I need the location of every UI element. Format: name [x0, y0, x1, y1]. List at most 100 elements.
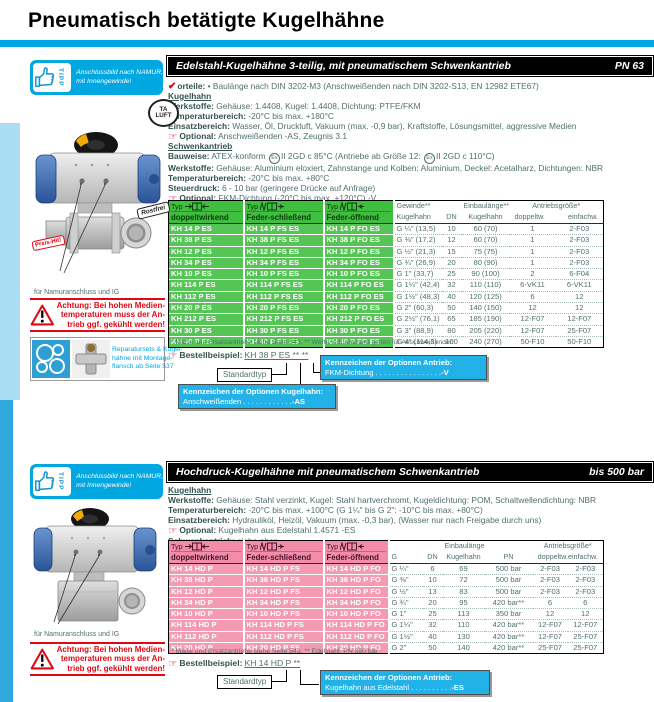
standard-type-box-1: Standardtyp [217, 368, 273, 382]
table-cell: KH 14 P ES [168, 223, 245, 236]
pointing-hand-icon: ☞ [168, 193, 177, 205]
table-row: KH 34 HD P KH 34 HD P FS KH 34 HD P FO G ¾"… [168, 597, 604, 610]
table-cell: 50 [422, 642, 443, 655]
table-cell: KH 38 P FO ES [323, 234, 395, 247]
table-row: KH 20 HD P KH 20 HD P FS KH 20 HD P FO G 2"… [168, 642, 604, 655]
table-cell: 69 [442, 563, 485, 576]
table-cell: KH 10 P ES [168, 268, 245, 281]
table-cell: 80 (90) [461, 257, 510, 270]
col-header-pn: PN [484, 540, 533, 564]
seal-kit-image [32, 340, 70, 378]
table-cell: 6 [567, 597, 604, 610]
table-cell: 83 [442, 586, 485, 598]
warning-triangle-icon [30, 648, 54, 670]
connector-line [300, 363, 301, 384]
table-cell: KH 12 P FS ES [243, 246, 325, 258]
table-cell: 1 [509, 246, 556, 258]
type-header-spring-close: Typ Feder-schließend [243, 200, 325, 224]
table-cell: 130 [442, 631, 485, 644]
table-cell: KH 14 HD P FS [243, 563, 325, 576]
warning-triangle-icon [30, 304, 54, 326]
type-header-spring-open: Typ Feder-öffnend [323, 200, 395, 224]
table-row: KH 30 P ES KH 30 P FS ES KH 30 P FO ES G 3"… [168, 325, 604, 337]
table-cell: 1 [509, 257, 556, 270]
table-cell: G ½" (21,3) [393, 246, 442, 258]
table-cell: 100 [441, 336, 462, 349]
table-cell: 2-F03 [532, 574, 568, 587]
table-cell: 25-F07 [532, 642, 568, 655]
table-cell: 40 [441, 291, 462, 304]
table-row: KH 212 P ES KH 212 P FS ES KH 212 P FO ES G… [168, 313, 604, 326]
table-cell: KH 34 P ES [168, 257, 245, 270]
table-cell: KH 114 HD P FS [243, 619, 325, 632]
connector-line [271, 670, 287, 682]
tipp-label: TIPP [57, 472, 64, 491]
table-cell: G ⅜" [388, 574, 423, 587]
table-cell: 240 (270) [461, 336, 510, 349]
table-row: KH 14 HD P KH 14 HD P FS KH 14 HD P FO G ¼"… [168, 563, 604, 576]
section1-description: ✔orteile: • Baulänge nach DIN 3202-M3 (A… [168, 81, 654, 205]
option-box-antrieb-2: Kennzeichen der Optionen Antrieb: Kugelh… [320, 670, 490, 696]
table-cell: 90 (100) [461, 268, 510, 281]
table-cell: 25-F07 [567, 642, 604, 655]
section1-title: Edelstahl-Kugelhähne 3-teilig, mit pneum… [176, 59, 511, 72]
table-cell: 75 (75) [461, 246, 510, 258]
table-cell: 2-F03 [555, 246, 604, 258]
table-cell: KH 12 HD P [168, 586, 245, 598]
table-cell: 60 (70) [461, 223, 510, 236]
table-cell: KH 38 P FS ES [243, 234, 325, 247]
table-cell: 12 [441, 234, 462, 247]
section1-badge: PN 63 [614, 59, 644, 72]
valve-symbol-spring-close-icon [260, 541, 285, 551]
table-cell: 10 [441, 223, 462, 236]
table-cell: KH 10 HD P FO [323, 608, 390, 621]
repair-reference-text: Reparatursets & Kugel-hähne mit Montage-… [112, 346, 183, 371]
type-header-spring-close: Typ Feder-schließend [243, 540, 325, 564]
table-cell: KH 112 HD P FO [323, 631, 390, 644]
table-cell: 12 [567, 608, 604, 621]
warning-text: Achtung: Bei hohen Medien-temperaturen m… [56, 645, 165, 673]
table-cell: G 2" (60,3) [393, 302, 442, 315]
table-cell: 120 (125) [461, 291, 510, 304]
table-cell: KH 20 HD P FS [243, 642, 325, 655]
valve-symbol-spring-open-icon [340, 541, 365, 551]
table-cell: G ⅜" (17,2) [393, 234, 442, 247]
col-header-antriebsgroesse: Antriebsgröße* doppeltw.einfachw. [532, 540, 604, 564]
table-cell: KH 30 P FO ES [323, 325, 395, 337]
table-cell: 12 [532, 608, 568, 621]
table-cell: 12-F07 [532, 631, 568, 644]
connector-line [300, 670, 319, 685]
table-cell: KH 38 P ES [168, 234, 245, 247]
col-header-dn: DN [441, 200, 462, 224]
table-cell: 500 bar [484, 586, 533, 598]
table-row: KH 12 HD P KH 12 HD P FS KH 12 HD P FO G ½"… [168, 586, 604, 598]
table2-footnote: * Maße und Ersatzantriebe siehe Seite 54… [171, 648, 378, 655]
table-cell: KH 114 HD P [168, 619, 245, 632]
table-cell: KH 12 HD P FO [323, 586, 390, 598]
table-cell: 20 [422, 597, 443, 610]
table1-footnote: * Maße und Ersatzantriebe siehe Seite 54… [171, 339, 454, 346]
table-cell: G 1½" [388, 631, 423, 644]
table-cell: 10 [422, 574, 443, 587]
table-cell: KH 112 P ES [168, 291, 245, 304]
table-cell: 12 [509, 302, 556, 315]
table-cell: 2-F03 [555, 223, 604, 236]
table-cell: 140 (150) [461, 302, 510, 315]
table-cell: 60 (70) [461, 234, 510, 247]
table-cell: 12 [555, 302, 604, 315]
tipp-text: Anschlussbild nach NAMUR, mit Innengewind… [76, 472, 163, 489]
kugelhahn-heading: Kugelhahn [168, 485, 212, 495]
section2-badge: bis 500 bar [589, 465, 644, 478]
table-cell: 2-F03 [532, 563, 568, 576]
table-cell: 50 [441, 302, 462, 315]
table-cell: KH 34 P FS ES [243, 257, 325, 270]
table-row: KH 38 HD P KH 38 HD P FS KH 38 HD P FO G ⅜"… [168, 574, 604, 587]
table-cell: 15 [441, 246, 462, 258]
table-cell: KH 212 P ES [168, 313, 245, 326]
table-cell: KH 40 P FS ES [243, 336, 325, 349]
table-cell: KH 114 P FS ES [243, 279, 325, 292]
table-cell: KH 10 HD P [168, 608, 245, 621]
table-row: KH 112 P ES KH 112 P FS ES KH 112 P FO ES G… [168, 291, 604, 304]
table-cell: KH 10 P FS ES [243, 268, 325, 281]
table-cell: 50-F10 [555, 336, 604, 349]
